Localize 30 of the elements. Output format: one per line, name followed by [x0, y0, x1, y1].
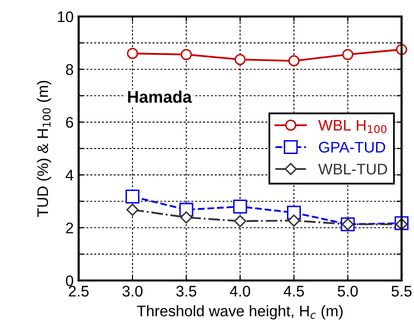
y-tick-label: 0	[66, 275, 74, 286]
y-tick-label: 4	[66, 170, 74, 180]
point	[288, 214, 300, 227]
x-tick-label: 5.5	[392, 286, 412, 297]
point	[234, 54, 246, 66]
point	[234, 215, 246, 228]
point	[342, 48, 354, 60]
x-tick-label: 4.5	[284, 286, 304, 297]
x-tick-label: 3.0	[122, 286, 142, 297]
y-tick-label: 6	[66, 116, 74, 128]
x-tick-label: 5.0	[338, 286, 358, 297]
y-axis-title: TUD (%) & H$_{100}$ (m)	[36, 80, 52, 217]
annotation: Hamada	[128, 90, 192, 103]
legend-label: WBL H$_{100}$	[318, 120, 386, 134]
x-tick-label: 4.0	[230, 286, 250, 297]
legend-label: WBL-TUD	[318, 164, 388, 174]
x-axis-title: Threshold wave height, H$_{c}$ (m)	[137, 305, 343, 320]
legend-label: GPA-TUD	[319, 142, 386, 153]
y-tick-label: 10	[58, 11, 74, 22]
point	[126, 48, 138, 60]
y-tick-label: 8	[66, 64, 74, 75]
point	[126, 190, 140, 204]
y-tick-label: 2	[66, 222, 74, 234]
point	[180, 48, 192, 60]
point	[233, 200, 248, 214]
x-tick-label: 2.5	[68, 286, 89, 297]
point	[288, 55, 300, 66]
point	[126, 204, 139, 216]
point	[180, 211, 192, 224]
x-tick-label: 3.5	[176, 286, 196, 297]
